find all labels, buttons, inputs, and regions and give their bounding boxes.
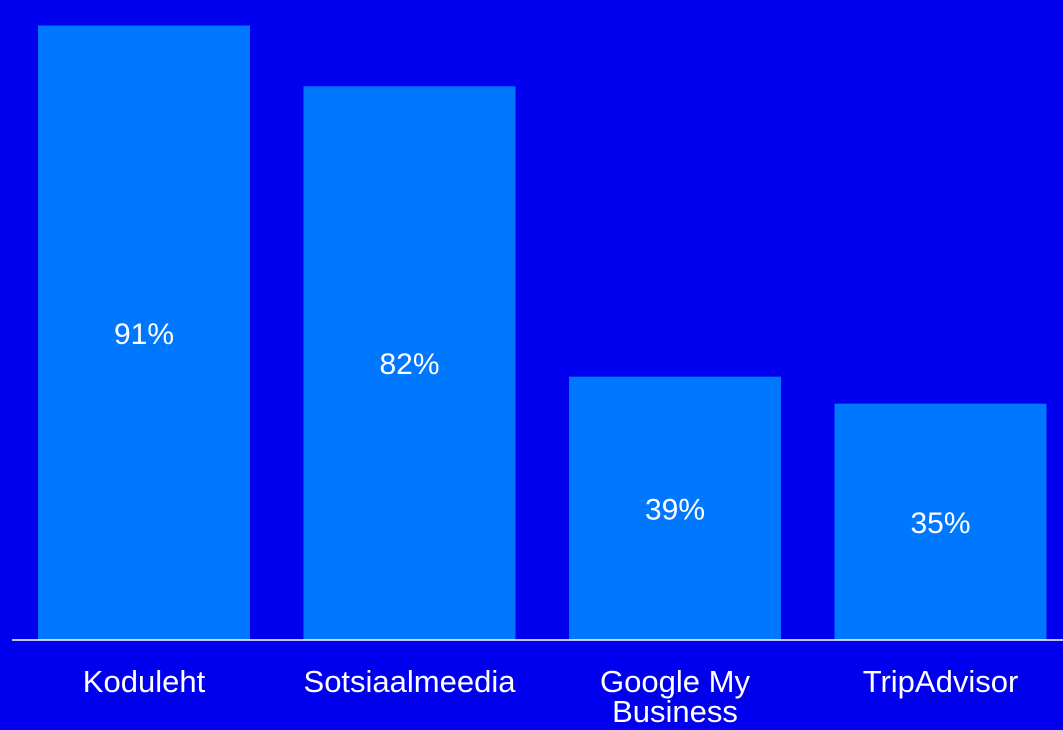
category-label: Koduleht xyxy=(83,664,206,699)
category-label-line: Sotsiaalmeedia xyxy=(304,664,517,699)
bar-tripadvisor xyxy=(834,403,1047,640)
bar-sotsiaalmeedia xyxy=(303,86,516,641)
category-label: Google My Business xyxy=(600,664,750,729)
value-labels-group: 91% 82% 39% 35% xyxy=(114,318,971,540)
value-label: 91% xyxy=(114,318,174,351)
category-label-line: Koduleht xyxy=(83,664,206,699)
category-label-line: TripAdvisor xyxy=(863,664,1019,699)
value-label: 39% xyxy=(645,493,705,526)
category-label-line: Google My xyxy=(600,664,750,699)
category-labels-group: Koduleht Sotsiaalmeedia Google My Business T… xyxy=(83,664,1019,729)
category-label: TripAdvisor xyxy=(863,664,1019,699)
category-label-line: Business xyxy=(612,694,738,729)
bars-group xyxy=(38,25,1047,641)
category-label: Sotsiaalmeedia xyxy=(304,664,517,699)
bar-google-my-business xyxy=(569,376,781,640)
value-label: 35% xyxy=(910,507,970,540)
value-label: 82% xyxy=(379,348,439,381)
bar-koduleht xyxy=(38,25,250,641)
